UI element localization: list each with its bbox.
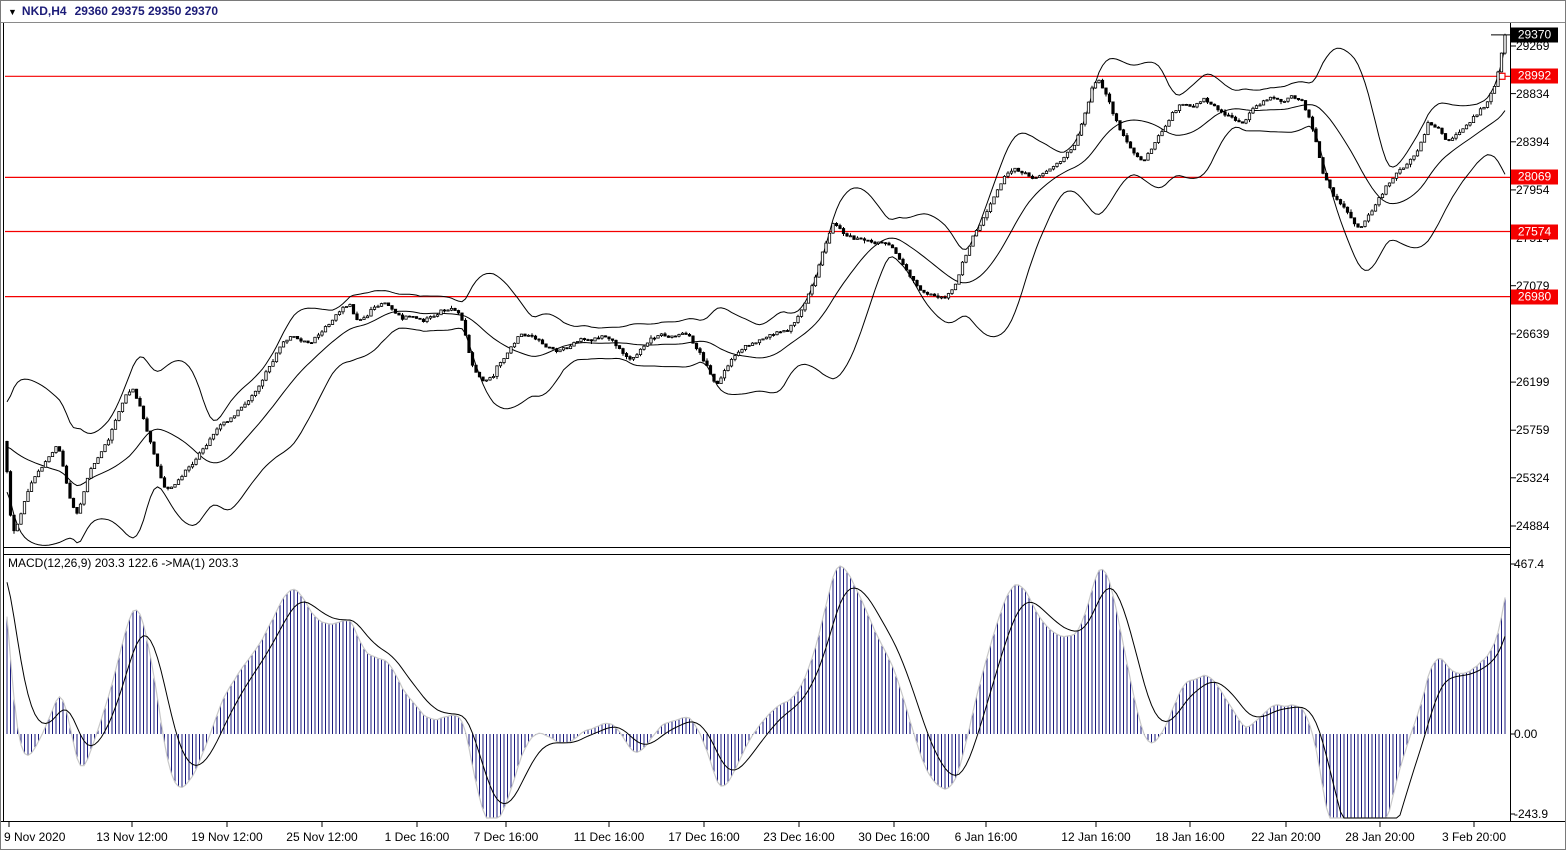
- date-tick-label[interactable]: 3 Feb 20:00: [1441, 830, 1507, 844]
- bollinger-middle: [6, 104, 1506, 487]
- date-tick-label[interactable]: 6 Jan 16:00: [954, 830, 1018, 844]
- macd-signal-line: [6, 582, 1506, 819]
- date-tick-label[interactable]: 11 Dec 16:00: [573, 830, 645, 844]
- price-tick-label: 26639: [1516, 326, 1550, 341]
- candle-wicks: [6, 33, 1506, 534]
- date-tick-label[interactable]: 19 Nov 12:00: [191, 830, 263, 844]
- date-tick-label[interactable]: 17 Dec 16:00: [668, 830, 740, 844]
- macd-indicator-label: MACD(12,26,9) 203.3 122.6 ->MA(1) 203.3: [8, 556, 239, 570]
- date-tick-label[interactable]: 1 Dec 16:00: [384, 830, 450, 844]
- ohlc-readout: 29360 29375 29350 29370: [74, 4, 219, 18]
- macd-panel-graphics: [6, 565, 1506, 819]
- date-tick-label[interactable]: 25 Nov 12:00: [286, 830, 358, 844]
- date-tick-label[interactable]: 30 Dec 16:00: [858, 830, 930, 844]
- price-tick-label: 28834: [1516, 86, 1550, 101]
- date-tick-label[interactable]: 9 Nov 2020: [4, 830, 66, 844]
- macd-tick-label: 0.00: [1514, 727, 1538, 741]
- bollinger-upper: [6, 46, 1506, 435]
- price-tick-label: 25759: [1516, 423, 1550, 438]
- level-price-tag[interactable]: 27574: [1511, 224, 1558, 239]
- chart-title-bar[interactable]: ▼ NKD,H4 29360 29375 29350 29370: [8, 4, 218, 18]
- macd-tick-label: 467.4: [1514, 557, 1545, 571]
- level-price-tag[interactable]: 28992: [1511, 68, 1558, 84]
- price-tick-label: 28394: [1516, 134, 1550, 149]
- price-tick-label: 24884: [1516, 519, 1550, 533]
- candle-bodies: [5, 34, 1507, 532]
- bollinger-lower: [6, 125, 1506, 546]
- level-price-tag[interactable]: 26980: [1511, 289, 1558, 305]
- date-tick-label[interactable]: 7 Dec 16:00: [473, 830, 539, 844]
- symbol-dropdown-icon[interactable]: ▼: [8, 7, 17, 17]
- macd-main-line: [6, 565, 1506, 819]
- date-tick-label[interactable]: 12 Jan 16:00: [1061, 830, 1131, 844]
- price-panel[interactable]: [5, 33, 1510, 546]
- macd-tick-label: -243.9: [1514, 807, 1549, 821]
- chart-frame: [1, 22, 1565, 827]
- symbol-timeframe-label: NKD,H4: [21, 4, 67, 18]
- macd-histogram: [6, 566, 1506, 818]
- price-tick-label: 25324: [1516, 470, 1550, 485]
- price-tick-label: 27954: [1516, 182, 1550, 197]
- price-tick-label: 29269: [1516, 39, 1550, 53]
- date-tick-label[interactable]: 23 Dec 16:00: [763, 830, 835, 844]
- date-tick-label[interactable]: 13 Nov 12:00: [96, 830, 168, 844]
- date-tick-label[interactable]: 22 Jan 20:00: [1251, 830, 1321, 844]
- last-price-tag: 29370: [1511, 27, 1558, 43]
- level-line-handle: [1498, 72, 1506, 80]
- level-price-tag[interactable]: 28069: [1511, 169, 1558, 185]
- date-tick-label[interactable]: 18 Jan 16:00: [1155, 830, 1225, 844]
- price-tick-label: 26199: [1516, 375, 1550, 390]
- date-tick-label[interactable]: 28 Jan 20:00: [1345, 830, 1415, 844]
